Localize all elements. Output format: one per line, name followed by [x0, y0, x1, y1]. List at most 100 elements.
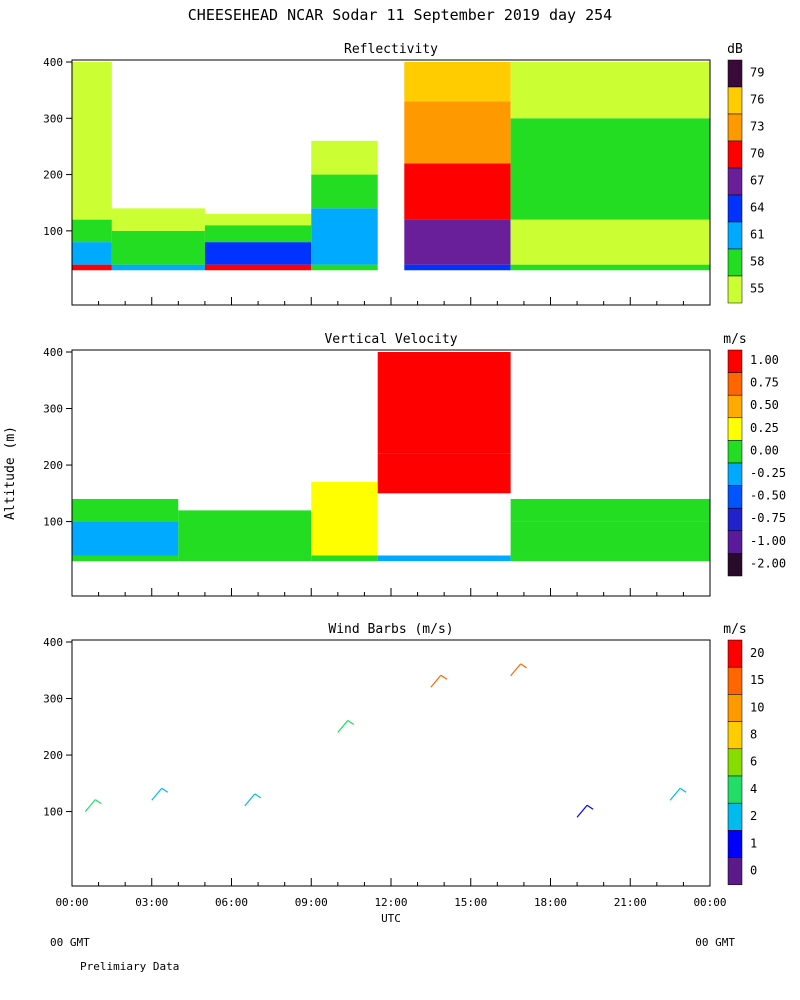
colorbar-label: 64 — [750, 201, 764, 215]
figure-title: CHEESEHEAD NCAR Sodar 11 September 2019 … — [188, 6, 612, 24]
colorbar-swatch — [727, 507, 743, 532]
colorbar-label: 0.25 — [750, 421, 779, 435]
wind-barb — [430, 674, 448, 688]
colorbar-label: -2.00 — [750, 556, 786, 570]
heatmap-cell — [204, 225, 312, 243]
x-tick-label: 12:00 — [374, 896, 407, 909]
colorbar-label: 4 — [750, 782, 757, 796]
y-tick-label: 200 — [43, 169, 63, 182]
colorbar-label: 6 — [750, 755, 757, 769]
heatmap-cell — [72, 521, 179, 556]
heatmap-cell — [111, 264, 205, 271]
heatmap-cell — [178, 510, 312, 556]
vertical-velocity-units: m/s — [723, 332, 746, 347]
x-tick-label: 09:00 — [295, 896, 328, 909]
colorbar-label: 1 — [750, 836, 757, 850]
left-gmt-label: 00 GMT — [50, 936, 90, 949]
x-tick-labels: 00:00 03:00 06:00 09:00 12:00 15:00 18:00 21:00… — [55, 896, 726, 909]
colorbar-label: 0.75 — [750, 376, 779, 390]
heatmap-cell — [72, 264, 112, 271]
heatmap-cell — [377, 352, 511, 454]
heatmap-cell — [204, 242, 312, 265]
colorbar-label: 15 — [750, 673, 764, 687]
x-tick-label: 06:00 — [215, 896, 248, 909]
heatmap-cell — [510, 264, 710, 271]
vertical-velocity-y-ticks: 100 200 300 400 — [43, 346, 72, 529]
heatmap-cell — [510, 498, 710, 522]
wind-barb — [244, 793, 262, 807]
colorbar-label: 61 — [750, 228, 764, 242]
heatmap-cell — [204, 213, 312, 226]
colorbar-label: 70 — [750, 147, 764, 161]
x-tick-label: 00:00 — [693, 896, 726, 909]
colorbar-label: 79 — [750, 66, 764, 80]
wind-barbs-title: Wind Barbs (m/s) — [328, 622, 453, 637]
colorbar-swatch — [727, 349, 743, 373]
heatmap-cell — [72, 62, 112, 220]
colorbar-swatch — [727, 530, 743, 554]
wind-barbs-marks — [84, 663, 687, 818]
y-tick-label: 300 — [43, 403, 63, 416]
y-axis-label: Altitude (m) — [3, 426, 18, 520]
x-tick-label: 21:00 — [614, 896, 647, 909]
wind-barbs-units: m/s — [723, 622, 746, 637]
colorbar-label: 8 — [750, 727, 757, 741]
heatmap-cell — [72, 555, 179, 562]
y-tick-label: 100 — [43, 225, 63, 238]
colorbar-label: -0.75 — [750, 511, 786, 525]
colorbar-label: -1.00 — [750, 534, 786, 548]
x-tick-label: 03:00 — [135, 896, 168, 909]
colorbar-swatch — [727, 248, 743, 277]
wind-barb — [84, 799, 102, 812]
heatmap-cell — [72, 219, 112, 243]
colorbar-swatch — [727, 275, 743, 304]
wind-barbs-y-ticks: 100 200 300 400 — [43, 636, 72, 819]
heatmap-cell — [311, 555, 378, 562]
heatmap-cell — [178, 555, 312, 562]
colorbar-label: 20 — [750, 646, 764, 660]
heatmap-cell — [510, 62, 710, 119]
heatmap-cell — [204, 264, 312, 271]
colorbar-label: 73 — [750, 120, 764, 134]
heatmap-cell — [111, 208, 205, 231]
right-gmt-label: 00 GMT — [695, 936, 735, 949]
y-tick-label: 100 — [43, 516, 63, 529]
heatmap-cell — [510, 555, 710, 562]
reflectivity-panel: Reflectivity dB 100 200 300 400 79 76 73 70 67 6… — [43, 42, 764, 306]
colorbar-swatch — [727, 440, 743, 464]
colorbar-label: -0.25 — [750, 466, 786, 480]
heatmap-cell — [404, 62, 511, 102]
y-tick-label: 200 — [43, 749, 63, 762]
colorbar-swatch — [727, 748, 743, 777]
heatmap-cell — [404, 219, 511, 265]
colorbar-label: 76 — [750, 93, 764, 107]
heatmap-cell — [377, 493, 511, 556]
colorbar-label: 1.00 — [750, 353, 779, 367]
colorbar-swatch — [727, 59, 743, 88]
colorbar-swatch — [727, 553, 743, 577]
colorbar-label: 2 — [750, 809, 757, 823]
reflectivity-x-ticks — [71, 297, 711, 305]
heatmap-cell — [311, 482, 378, 556]
x-tick-label: 15:00 — [454, 896, 487, 909]
colorbar-label: 55 — [750, 282, 764, 296]
heatmap-cell — [311, 174, 378, 209]
colorbar-swatch — [727, 830, 743, 858]
colorbar-swatch — [727, 140, 743, 169]
colorbar-swatch — [727, 485, 743, 509]
colorbar-swatch — [727, 639, 743, 668]
vertical-velocity-colorbar: 1.00 0.75 0.50 0.25 0.00 -0.25 -0.50 -0.75 -1.00… — [727, 349, 786, 577]
heatmap-cell — [311, 208, 378, 265]
vertical-velocity-heatmap — [72, 352, 710, 562]
colorbar-label: 0.00 — [750, 443, 779, 457]
y-tick-label: 100 — [43, 806, 63, 819]
x-axis-label: UTC — [381, 912, 401, 925]
colorbar-swatch — [727, 372, 743, 396]
colorbar-label: 0.50 — [750, 398, 779, 412]
x-tick-label: 18:00 — [534, 896, 567, 909]
y-tick-label: 300 — [43, 693, 63, 706]
colorbar-label: 58 — [750, 255, 764, 269]
colorbar-swatch — [727, 857, 743, 886]
